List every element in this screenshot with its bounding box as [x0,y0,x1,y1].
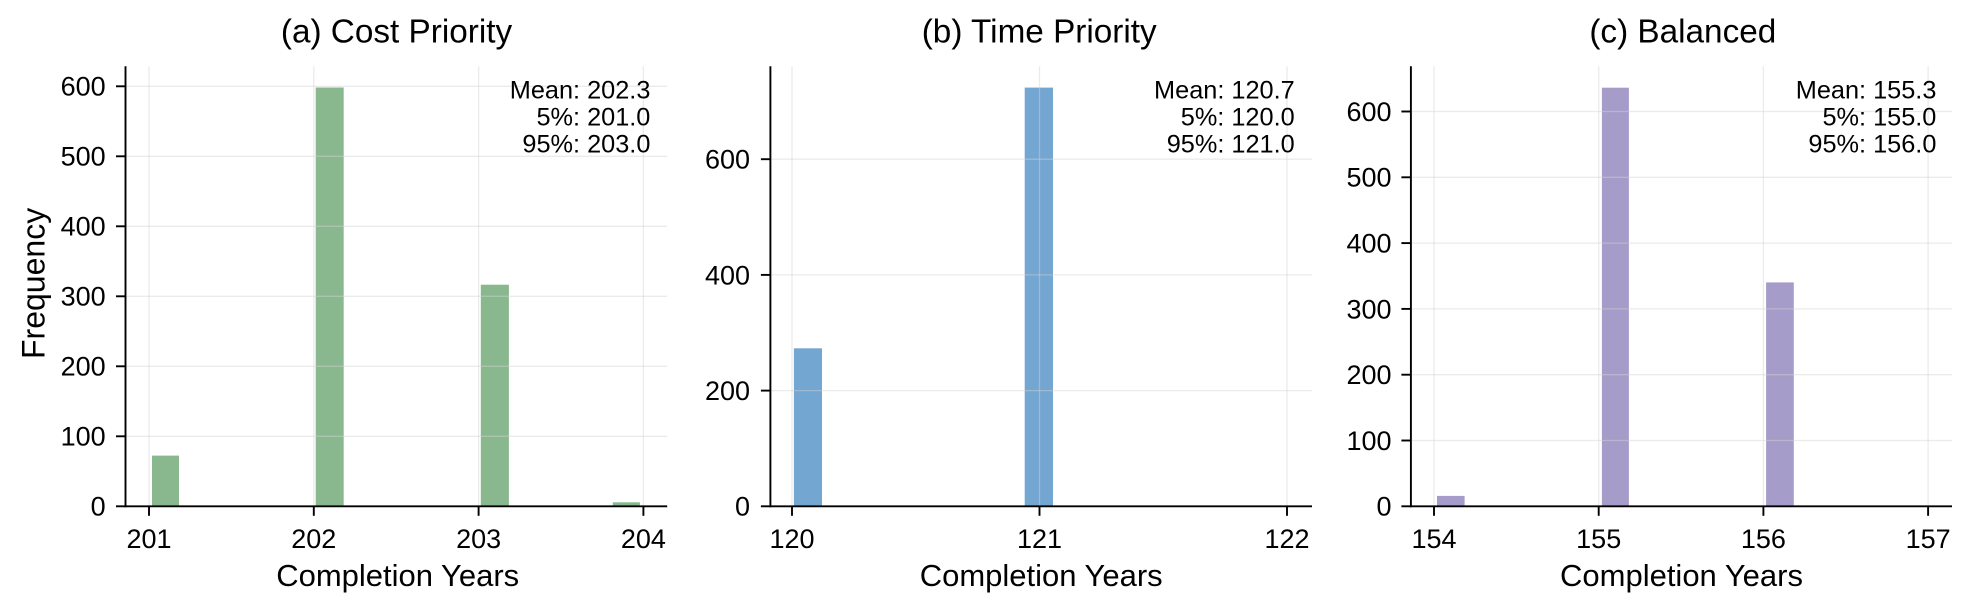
svg-text:Completion Years: Completion Years [276,558,519,593]
svg-text:204: 204 [621,524,666,554]
svg-text:0: 0 [91,492,106,522]
svg-text:600: 600 [61,72,106,102]
svg-text:95%: 156.0: 95%: 156.0 [1808,131,1936,159]
svg-text:95%: 203.0: 95%: 203.0 [522,131,650,159]
svg-text:600: 600 [1346,97,1391,127]
svg-text:500: 500 [1346,163,1391,193]
svg-text:200: 200 [61,352,106,382]
svg-text:201: 201 [126,524,171,554]
svg-text:Mean: 155.3: Mean: 155.3 [1796,77,1937,105]
svg-text:Mean: 202.3: Mean: 202.3 [510,77,651,105]
svg-text:Completion Years: Completion Years [920,558,1163,593]
svg-text:0: 0 [1376,492,1391,522]
svg-text:400: 400 [61,212,106,242]
svg-text:156: 156 [1741,524,1786,554]
svg-text:200: 200 [1346,360,1391,390]
svg-text:(a) Cost Priority: (a) Cost Priority [281,13,513,50]
svg-text:100: 100 [61,422,106,452]
svg-text:155: 155 [1576,524,1621,554]
svg-text:5%: 155.0: 5%: 155.0 [1822,104,1936,132]
svg-text:154: 154 [1411,524,1456,554]
svg-text:400: 400 [1346,229,1391,259]
svg-text:0: 0 [735,492,750,522]
svg-text:121: 121 [1017,524,1062,554]
svg-text:122: 122 [1264,524,1309,554]
svg-text:(b) Time Priority: (b) Time Priority [922,13,1157,50]
svg-text:Frequency: Frequency [16,208,52,359]
svg-text:202: 202 [291,524,336,554]
svg-text:Mean: 120.7: Mean: 120.7 [1154,77,1295,105]
svg-text:100: 100 [1346,426,1391,456]
svg-text:120: 120 [769,524,814,554]
svg-text:500: 500 [61,142,106,172]
svg-text:203: 203 [456,524,501,554]
svg-text:300: 300 [61,282,106,312]
svg-text:600: 600 [705,145,750,175]
svg-text:400: 400 [705,260,750,290]
svg-text:(c) Balanced: (c) Balanced [1589,13,1776,50]
svg-text:5%: 201.0: 5%: 201.0 [536,104,650,132]
svg-text:300: 300 [1346,294,1391,324]
svg-text:157: 157 [1906,524,1951,554]
svg-text:200: 200 [705,376,750,406]
svg-text:5%: 120.0: 5%: 120.0 [1181,104,1295,132]
svg-text:95%: 121.0: 95%: 121.0 [1167,131,1295,159]
svg-text:Completion Years: Completion Years [1560,558,1803,593]
